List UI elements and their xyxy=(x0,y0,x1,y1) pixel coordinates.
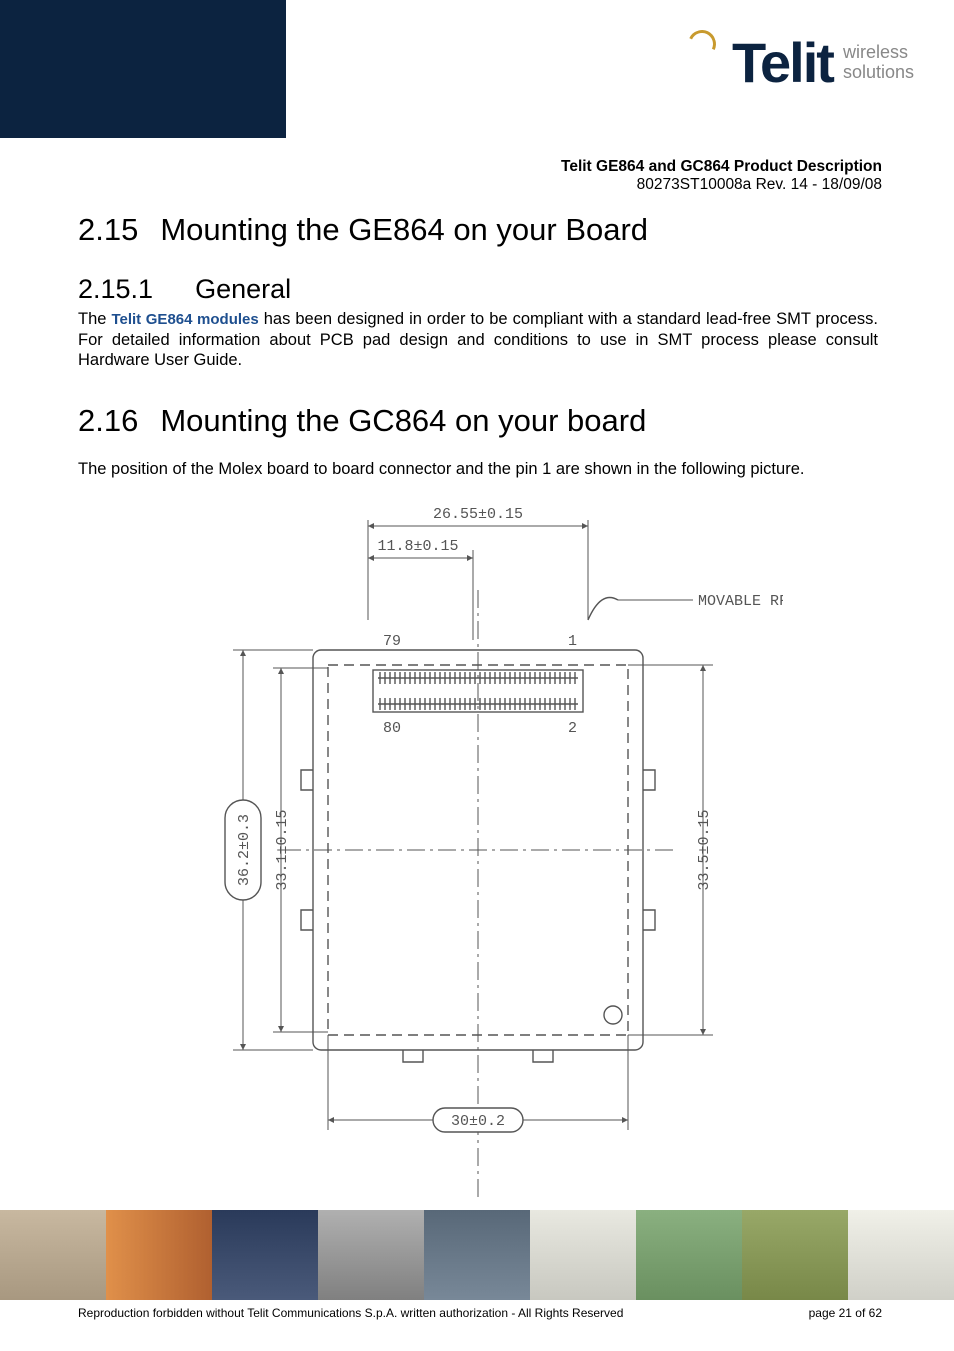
dim-right: 33.5±0.15 xyxy=(696,809,713,890)
footer-thumb xyxy=(742,1210,848,1300)
paragraph-2-16: The position of the Molex board to board… xyxy=(78,459,878,480)
header-sidebar-block xyxy=(0,0,286,138)
pin-1: 1 xyxy=(568,633,577,650)
footer-thumb xyxy=(848,1210,954,1300)
heading-2-15: 2.15 Mounting the GE864 on your Board xyxy=(78,212,878,248)
logo-swoosh-icon xyxy=(692,38,722,88)
doc-revision: 80273ST10008a Rev. 14 - 18/09/08 xyxy=(561,176,882,194)
pin-2: 2 xyxy=(568,720,577,737)
dim-top-2: 11.8±0.15 xyxy=(377,538,458,555)
page-content: 2.15 Mounting the GE864 on your Board 2.… xyxy=(78,204,878,1220)
logo: Telit wireless solutions xyxy=(692,30,914,95)
heading-text: Mounting the GC864 on your board xyxy=(160,403,646,439)
heading-text: General xyxy=(195,274,291,305)
brand-name: Telit xyxy=(732,30,833,95)
label-movable-rf: MOVABLE RF xyxy=(698,593,783,610)
heading-text: Mounting the GE864 on your Board xyxy=(160,212,648,248)
brand-highlight: Telit GE864 modules xyxy=(111,311,258,328)
heading-2-16: 2.16 Mounting the GC864 on your board xyxy=(78,403,878,439)
footer-thumb xyxy=(106,1210,212,1300)
heading-num: 2.16 xyxy=(78,403,138,439)
tagline-line-1: wireless xyxy=(843,43,914,63)
footer-thumb xyxy=(636,1210,742,1300)
heading-2-15-1: 2.15.1 General xyxy=(78,274,878,305)
doc-title: Telit GE864 and GC864 Product Descriptio… xyxy=(561,158,882,176)
dim-bottom: 30±0.2 xyxy=(451,1113,505,1130)
dim-left-outer: 36.2±0.3 xyxy=(236,814,253,886)
page-number: page 21 of 62 xyxy=(809,1306,882,1320)
mounting-diagram: 26.55±0.15 11.8±0.15 MOVABLE RF xyxy=(173,500,783,1220)
paragraph-2-15: The Telit GE864 modules has been designe… xyxy=(78,309,878,371)
text-pre: The xyxy=(78,310,111,328)
heading-num: 2.15.1 xyxy=(78,274,153,305)
footer-text: Reproduction forbidden without Telit Com… xyxy=(78,1306,882,1320)
footer-thumb xyxy=(0,1210,106,1300)
footer-thumb xyxy=(530,1210,636,1300)
brand-tagline: wireless solutions xyxy=(843,43,914,83)
tagline-line-2: solutions xyxy=(843,63,914,83)
dim-left-inner: 33.1±0.15 xyxy=(274,809,291,890)
dim-top-1: 26.55±0.15 xyxy=(433,506,523,523)
heading-num: 2.15 xyxy=(78,212,138,248)
pin-79: 79 xyxy=(383,633,401,650)
footer-image-strip xyxy=(0,1210,954,1300)
footer-thumb xyxy=(318,1210,424,1300)
footer-thumb xyxy=(424,1210,530,1300)
copyright-text: Reproduction forbidden without Telit Com… xyxy=(78,1306,623,1320)
footer-thumb xyxy=(212,1210,318,1300)
diagram-container: 26.55±0.15 11.8±0.15 MOVABLE RF xyxy=(78,500,878,1220)
pin-80: 80 xyxy=(383,720,401,737)
doc-meta: Telit GE864 and GC864 Product Descriptio… xyxy=(561,158,882,194)
